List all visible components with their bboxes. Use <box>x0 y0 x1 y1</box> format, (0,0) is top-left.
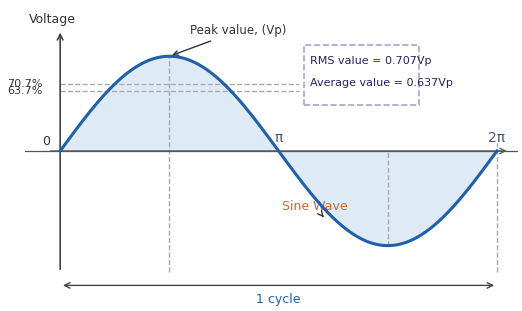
Text: RMS value = 0.707Vp: RMS value = 0.707Vp <box>310 56 431 66</box>
Text: Sine Wave: Sine Wave <box>282 200 348 216</box>
Text: 2π: 2π <box>489 131 505 145</box>
FancyBboxPatch shape <box>304 45 419 105</box>
Text: 63.7%: 63.7% <box>7 86 43 95</box>
Text: Average value = 0.637Vp: Average value = 0.637Vp <box>310 78 453 88</box>
Text: Voltage: Voltage <box>29 13 76 26</box>
Text: π: π <box>275 131 283 145</box>
Text: 1 cycle: 1 cycle <box>256 293 301 306</box>
Text: 70.7%: 70.7% <box>7 79 43 89</box>
Text: 0: 0 <box>42 135 50 148</box>
Text: Peak value, (Vp): Peak value, (Vp) <box>173 24 287 55</box>
